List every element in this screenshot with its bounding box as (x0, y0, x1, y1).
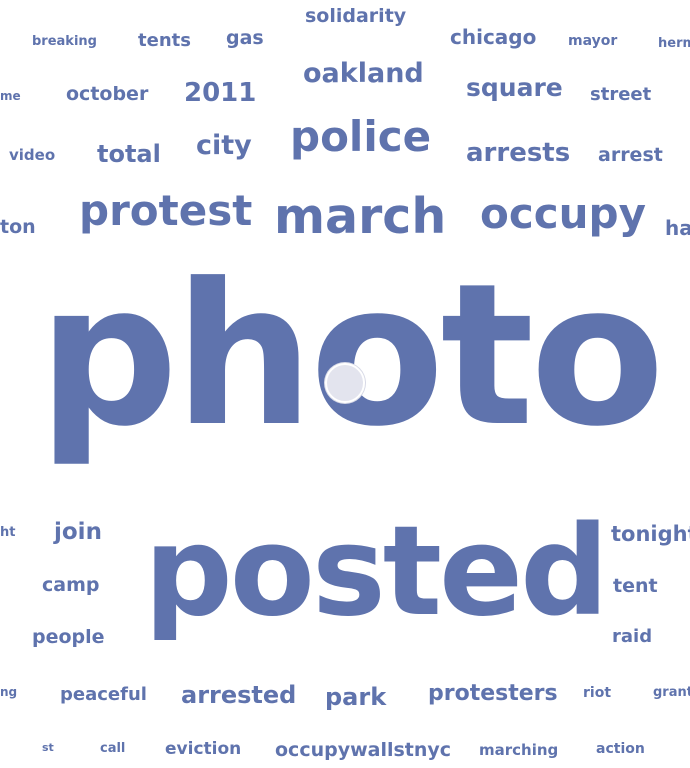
word-ha: ha (665, 216, 690, 240)
word-riot: riot (583, 685, 612, 701)
word-protesters: protesters (428, 681, 558, 706)
word-park: park (325, 683, 387, 711)
word-people: people (32, 626, 105, 648)
word-tent: tent (613, 575, 658, 597)
word-tents: tents (138, 30, 191, 51)
word-arrest: arrest (598, 144, 663, 166)
word-join: join (54, 519, 102, 545)
word-ng: ng (0, 685, 18, 699)
word-gas: gas (226, 27, 264, 49)
pointer-cursor-indicator (325, 363, 365, 403)
word-eviction: eviction (165, 739, 242, 759)
word-posted: posted (144, 500, 609, 644)
word-oakland: oakland (303, 58, 424, 89)
word-occupywallstnyc: occupywallstnyc (275, 739, 452, 761)
word-chicago: chicago (450, 25, 537, 49)
word-mayor: mayor (568, 33, 618, 49)
word-photo: photo (38, 242, 665, 470)
word-action: action (596, 741, 645, 757)
word-solidarity: solidarity (305, 5, 407, 27)
word-raid: raid (612, 626, 653, 647)
word-tonight: tonight (611, 522, 690, 546)
word-ton: ton (0, 216, 36, 238)
word-city: city (196, 130, 252, 161)
word-ht: ht (0, 525, 16, 540)
word-video: video (9, 146, 56, 164)
word-total: total (97, 140, 161, 168)
word-call: call (100, 741, 126, 756)
word-me: me (0, 89, 21, 103)
word-peaceful: peaceful (60, 684, 147, 705)
word-marching: marching (479, 741, 559, 759)
word-police: police (290, 112, 432, 161)
word-march: march (274, 188, 447, 245)
word-october: october (66, 83, 149, 105)
word-herm: herm (658, 36, 690, 51)
word-grant: grant (653, 685, 690, 700)
word-st: st (42, 741, 54, 754)
word-arrests: arrests (466, 138, 571, 168)
word-breaking: breaking (32, 34, 97, 49)
word-camp: camp (42, 574, 100, 596)
word-protest: protest (79, 186, 253, 235)
word-arrested: arrested (181, 681, 297, 709)
word-square: square (466, 73, 563, 102)
word-occupy: occupy (480, 189, 646, 238)
word-2011: 2011 (184, 78, 257, 108)
word-street: street (590, 84, 652, 105)
